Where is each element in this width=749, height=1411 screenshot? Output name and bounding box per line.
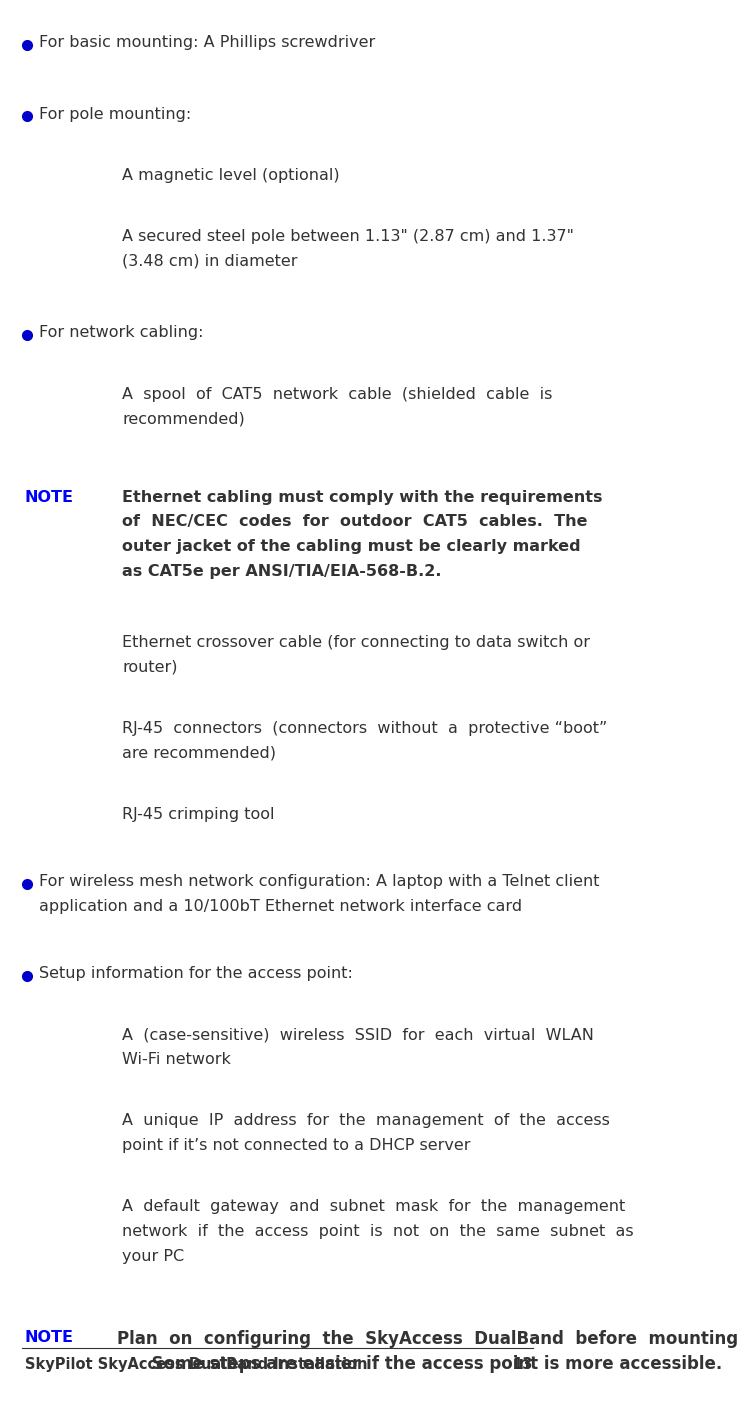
Text: NOTE: NOTE [25, 1329, 74, 1345]
Text: outer jacket of the cabling must be clearly marked: outer jacket of the cabling must be clea… [122, 539, 580, 555]
Text: A magnetic level (optional): A magnetic level (optional) [122, 168, 340, 183]
Text: Ethernet cabling must comply with the requirements: Ethernet cabling must comply with the re… [122, 490, 603, 505]
Text: application and a 10/100bT Ethernet network interface card: application and a 10/100bT Ethernet netw… [39, 899, 522, 914]
Text: point if it’s not connected to a DHCP server: point if it’s not connected to a DHCP se… [122, 1137, 470, 1153]
Text: are recommended): are recommended) [122, 745, 276, 761]
Text: A  unique  IP  address  for  the  management  of  the  access: A unique IP address for the management o… [122, 1113, 610, 1129]
Text: A secured steel pole between 1.13" (2.87 cm) and 1.37": A secured steel pole between 1.13" (2.87… [122, 230, 574, 244]
Text: Setup information for the access point:: Setup information for the access point: [39, 965, 353, 981]
Text: RJ-45 crimping tool: RJ-45 crimping tool [122, 807, 275, 823]
Text: Plan  on  configuring  the  SkyAccess  DualBand  before  mounting  it.: Plan on configuring the SkyAccess DualBa… [117, 1329, 749, 1348]
Text: network  if  the  access  point  is  not  on  the  same  subnet  as: network if the access point is not on th… [122, 1223, 634, 1239]
Text: For pole mounting:: For pole mounting: [39, 107, 191, 121]
Text: Some steps are easier if the access point is more accessible.: Some steps are easier if the access poin… [117, 1355, 722, 1373]
Text: (3.48 cm) in diameter: (3.48 cm) in diameter [122, 254, 297, 270]
Text: RJ-45  connectors  (connectors  without  a  protective “boot”: RJ-45 connectors (connectors without a p… [122, 721, 607, 737]
Text: 13: 13 [512, 1357, 533, 1373]
Text: For wireless mesh network configuration: A laptop with a Telnet client: For wireless mesh network configuration:… [39, 873, 599, 889]
Text: NOTE: NOTE [25, 490, 74, 505]
Text: router): router) [122, 659, 178, 674]
Text: as CAT5e per ANSI/TIA/EIA-568-B.2.: as CAT5e per ANSI/TIA/EIA-568-B.2. [122, 563, 442, 579]
Text: For network cabling:: For network cabling: [39, 325, 203, 340]
Text: Wi-Fi network: Wi-Fi network [122, 1051, 231, 1067]
Text: A  spool  of  CAT5  network  cable  (shielded  cable  is: A spool of CAT5 network cable (shielded … [122, 387, 553, 402]
Text: Ethernet crossover cable (for connecting to data switch or: Ethernet crossover cable (for connecting… [122, 635, 590, 650]
Text: A  (case-sensitive)  wireless  SSID  for  each  virtual  WLAN: A (case-sensitive) wireless SSID for eac… [122, 1027, 594, 1043]
Text: your PC: your PC [122, 1249, 184, 1264]
Text: of  NEC/CEC  codes  for  outdoor  CAT5  cables.  The: of NEC/CEC codes for outdoor CAT5 cables… [122, 514, 587, 529]
Text: For basic mounting: A Phillips screwdriver: For basic mounting: A Phillips screwdriv… [39, 35, 375, 51]
Text: recommended): recommended) [122, 412, 245, 426]
Text: SkyPilot SkyAccess DualBand Installation: SkyPilot SkyAccess DualBand Installation [25, 1357, 368, 1373]
Text: A  default  gateway  and  subnet  mask  for  the  management: A default gateway and subnet mask for th… [122, 1199, 625, 1215]
